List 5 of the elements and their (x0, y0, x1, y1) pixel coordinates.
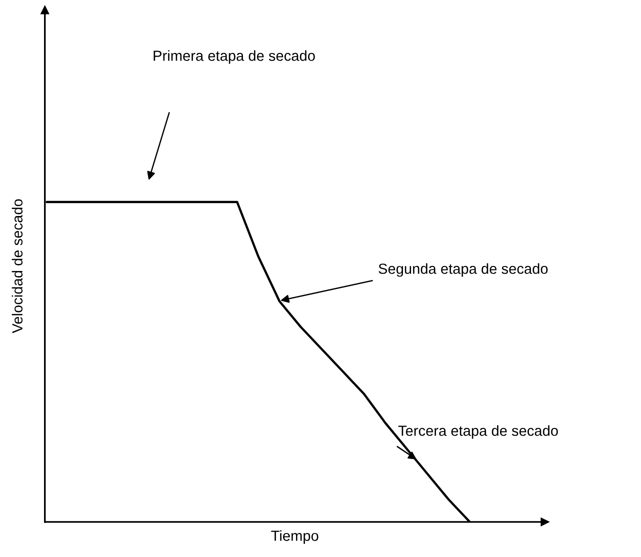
x-axis-title: Tiempo (271, 530, 318, 544)
annotation: Tercera etapa de secado (398, 425, 558, 439)
text: Primera etapa de secado (154, 50, 315, 64)
annotation: Segunda etapa de secado (378, 263, 548, 277)
y-axis-title: Velocidad de secado (12, 199, 23, 334)
